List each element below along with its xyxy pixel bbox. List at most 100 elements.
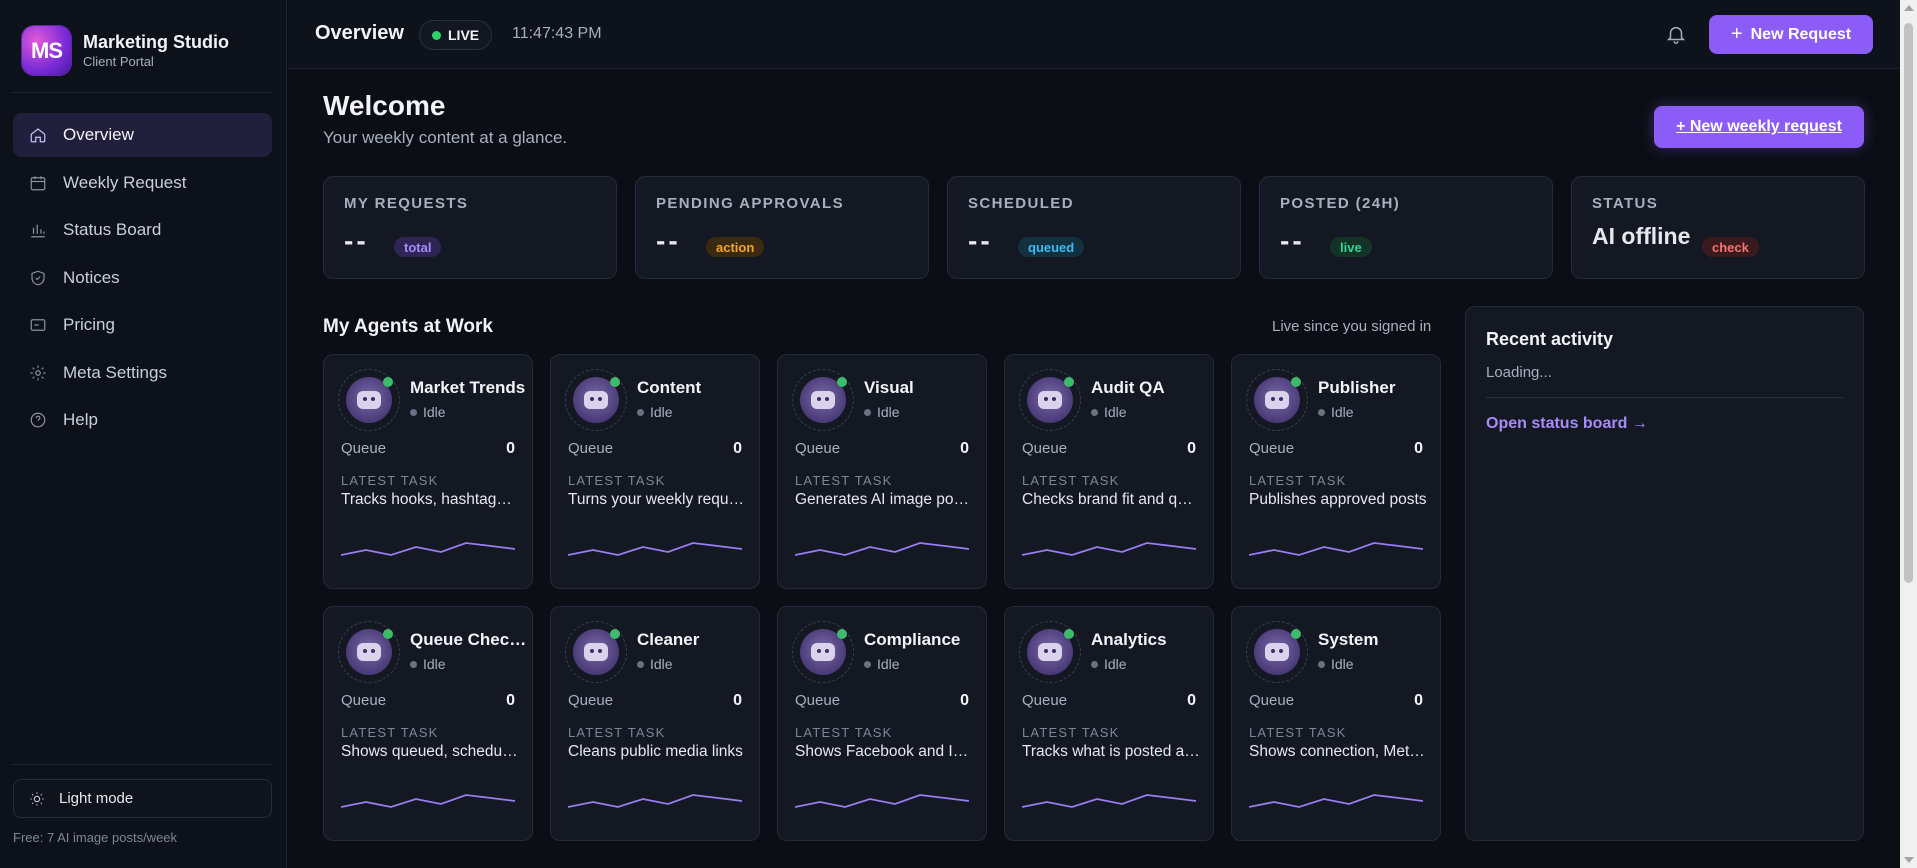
agent-name: Audit QA	[1091, 378, 1165, 397]
sidebar-divider	[12, 764, 272, 765]
light-mode-button[interactable]: Light mode	[13, 779, 272, 818]
new-request-button[interactable]: + New Request	[1709, 15, 1873, 54]
queue-value: 0	[1187, 692, 1196, 709]
stat-label: SCHEDULED	[968, 195, 1074, 212]
scroll-thumb[interactable]	[1904, 23, 1913, 583]
latest-task-label: LATEST TASK	[1249, 725, 1347, 740]
agent-name: Cleaner	[637, 630, 700, 649]
agent-avatar	[565, 369, 627, 431]
sidebar-divider	[12, 92, 272, 93]
latest-task-label: LATEST TASK	[341, 725, 439, 740]
robot-icon	[811, 643, 835, 661]
stat-card: PENDING APPROVALS -- action	[635, 176, 929, 279]
divider	[1486, 397, 1843, 398]
recent-activity-loading: Loading...	[1486, 364, 1552, 381]
queue-value: 0	[960, 440, 969, 457]
live-dot-icon	[432, 30, 441, 40]
agent-card[interactable]: Compliance Idle Queue 0 LATEST TASK Shows Fac…	[777, 606, 987, 841]
avatar-ring	[1246, 621, 1308, 683]
sidebar-item-status-board[interactable]: Status Board	[13, 208, 272, 252]
scroll-down-arrow-icon[interactable]	[1904, 857, 1914, 863]
agent-avatar	[1246, 369, 1308, 431]
stat-label: STATUS	[1592, 195, 1659, 212]
latest-task-label: LATEST TASK	[795, 473, 893, 488]
queue-value: 0	[733, 692, 742, 709]
activity-sparkline	[795, 542, 969, 556]
sidebar-item-label: Overview	[63, 125, 134, 144]
agent-status: Idle	[864, 656, 900, 672]
queue-value: 0	[506, 440, 515, 457]
scroll-up-arrow-icon[interactable]	[1904, 5, 1914, 11]
sparkline-line	[568, 794, 742, 808]
brand[interactable]: MS Marketing Studio Client Portal	[22, 26, 229, 75]
sparkline-line	[1249, 794, 1423, 808]
queue-value: 0	[506, 692, 515, 709]
agent-card[interactable]: Publisher Idle Queue 0 LATEST TASK Publishes …	[1231, 354, 1441, 589]
agents-section-subtitle: Live since you signed in	[1272, 318, 1432, 335]
agent-card[interactable]: Visual Idle Queue 0 LATEST TASK Generates AI …	[777, 354, 987, 589]
avatar-ring	[565, 621, 627, 683]
robot-avatar	[1027, 629, 1073, 675]
sidebar-item-weekly-request[interactable]: Weekly Request	[13, 161, 272, 205]
stat-badge: check	[1702, 237, 1759, 257]
live-badge: LIVE	[419, 20, 493, 50]
latest-task-label: LATEST TASK	[1022, 473, 1120, 488]
agent-avatar	[1246, 621, 1308, 683]
bell-icon	[1666, 26, 1686, 44]
status-dot-icon	[637, 660, 644, 668]
latest-task-text: Shows queued, scheduled posts	[341, 743, 519, 760]
online-dot-icon	[610, 377, 620, 387]
robot-icon	[584, 643, 608, 661]
sidebar-item-notices[interactable]: Notices	[13, 256, 272, 300]
status-dot-icon	[410, 660, 417, 668]
agent-card[interactable]: Audit QA Idle Queue 0 LATEST TASK Checks bran…	[1004, 354, 1214, 589]
sun-icon	[30, 791, 44, 806]
avatar-ring	[565, 369, 627, 431]
agent-card[interactable]: System Idle Queue 0 LATEST TASK Shows connect…	[1231, 606, 1441, 841]
agent-avatar	[792, 369, 854, 431]
brand-title: Marketing Studio	[83, 32, 230, 52]
agent-status: Idle	[410, 404, 446, 420]
sparkline-line	[341, 542, 515, 556]
agent-status-label: Idle	[1331, 404, 1354, 420]
agent-card[interactable]: Analytics Idle Queue 0 LATEST TASK Tracks wha…	[1004, 606, 1214, 841]
agent-name: Compliance	[864, 630, 961, 649]
brand-logo: MS	[22, 26, 71, 75]
notification-bell-button[interactable]	[1665, 23, 1687, 45]
agent-status-label: Idle	[423, 656, 446, 672]
light-mode-label: Light mode	[59, 790, 134, 807]
agent-avatar	[338, 369, 400, 431]
sidebar-item-label: Notices	[63, 267, 120, 287]
agent-status: Idle	[1091, 404, 1127, 420]
stat-value: --	[968, 225, 993, 256]
agent-card[interactable]: Market Trends Idle Queue 0 LATEST TASK Tracks…	[323, 354, 533, 589]
sidebar-item-overview[interactable]: Overview	[13, 113, 272, 157]
agent-name: Publisher	[1318, 378, 1396, 397]
calendar-icon	[30, 175, 46, 190]
latest-task-text: Tracks what is posted and results	[1022, 743, 1200, 760]
queue-label: Queue	[341, 692, 387, 709]
sidebar-item-pricing[interactable]: Pricing	[13, 303, 272, 347]
sidebar-item-label: Status Board	[63, 220, 162, 239]
sidebar-item-help[interactable]: Help	[13, 398, 272, 442]
agent-avatar	[1019, 369, 1081, 431]
sparkline-line	[795, 794, 969, 808]
sidebar-nav: Overview Weekly Request Status Board Not…	[13, 113, 272, 446]
new-weekly-request-button[interactable]: + New weekly request	[1654, 106, 1864, 148]
brand-subtitle: Client Portal	[83, 54, 154, 69]
agent-name: Content	[637, 378, 702, 397]
sparkline-line	[795, 542, 969, 556]
sidebar-item-meta-settings[interactable]: Meta Settings	[13, 351, 272, 395]
page-scrollbar[interactable]	[1900, 0, 1917, 868]
card-icon	[30, 319, 46, 331]
topbar: Overview LIVE 11:47:43 PM + New Request	[288, 0, 1900, 69]
activity-sparkline	[341, 542, 515, 556]
latest-task-text: Turns your weekly request into posts	[568, 491, 746, 508]
robot-icon	[1265, 643, 1289, 661]
sparkline-line	[1022, 794, 1196, 808]
open-status-board-link[interactable]: Open status board →	[1486, 415, 1648, 432]
agent-card[interactable]: Content Idle Queue 0 LATEST TASK Turns your w…	[550, 354, 760, 589]
queue-label: Queue	[568, 692, 614, 709]
agent-card[interactable]: Cleaner Idle Queue 0 LATEST TASK Cleans publi…	[550, 606, 760, 841]
agent-card[interactable]: Queue Checker Idle Queue 0 LATEST TASK Shows …	[323, 606, 533, 841]
